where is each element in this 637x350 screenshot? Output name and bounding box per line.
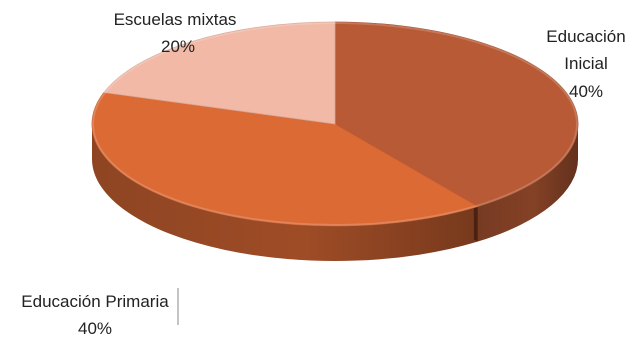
slice-label-escuelas-mixtas: Escuelas mixtas <box>114 10 237 29</box>
slice-side-shade-educacion-inicial <box>477 124 578 242</box>
slice-value-escuelas-mixtas: 20% <box>161 37 195 56</box>
pie-top-layer <box>91 21 579 227</box>
pie-label-layer: Escuelas mixtas 20% Educación Inicial 40… <box>21 10 625 338</box>
slice-cut-wall <box>473 204 478 242</box>
slice-label-educacion-inicial-line2: Inicial <box>564 54 607 73</box>
slice-educacion-primaria <box>91 92 479 227</box>
pie-rim-highlight <box>92 22 578 226</box>
slice-educacion-inicial <box>334 21 579 207</box>
slice-value-educacion-inicial: 40% <box>569 82 603 101</box>
pie-side-layer <box>92 124 578 261</box>
slice-value-educacion-primaria: 40% <box>78 319 112 338</box>
slice-label-educacion-primaria: Educación Primaria <box>21 292 169 311</box>
slice-label-educacion-inicial-line1: Educación <box>546 27 625 46</box>
slice-side-shade-educacion-primaria <box>92 124 478 261</box>
slice-escuelas-mixtas <box>103 21 336 125</box>
